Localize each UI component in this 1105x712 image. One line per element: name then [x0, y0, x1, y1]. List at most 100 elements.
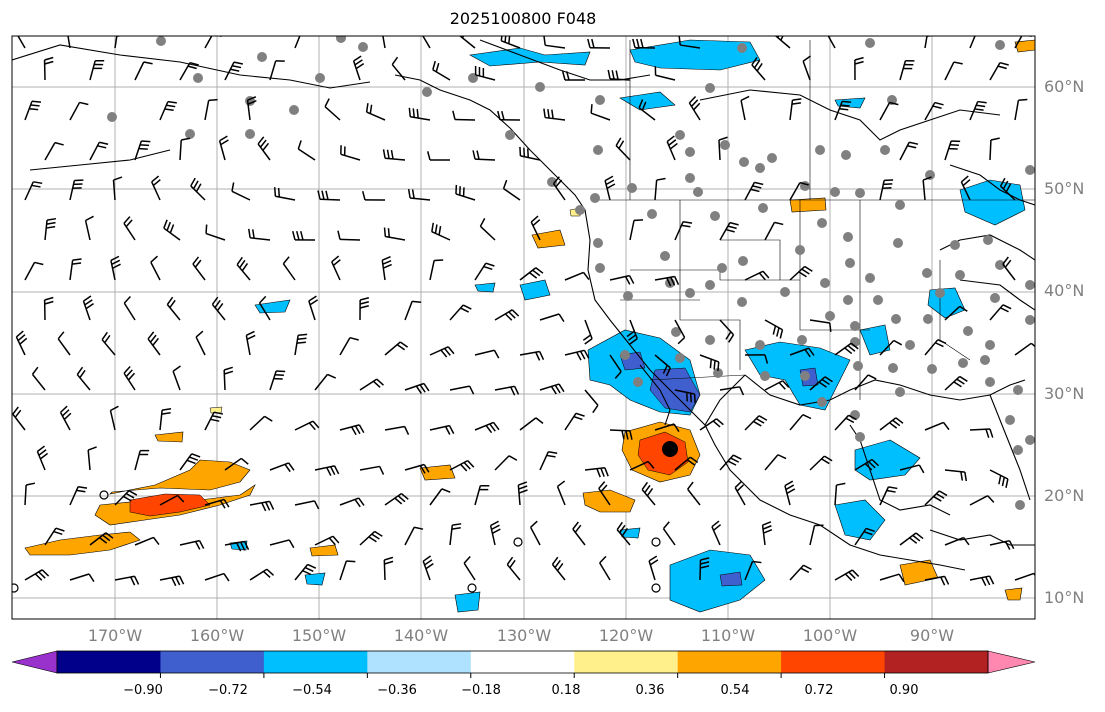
wind-barb	[564, 271, 590, 281]
wind-barb	[854, 56, 864, 81]
wind-barb	[339, 560, 356, 581]
obs-dot	[705, 280, 715, 290]
wind-barb	[879, 101, 899, 121]
colorbar-tick-label: −0.72	[208, 683, 248, 698]
colorbar-frame	[56, 650, 989, 674]
wind-barb	[879, 573, 905, 583]
colorbar-tick-label: 0.90	[889, 683, 919, 698]
obs-dot	[990, 293, 1000, 303]
wind-barb	[223, 366, 234, 391]
wind-barb	[331, 255, 341, 281]
wind-barb	[789, 98, 802, 121]
wind-barb	[282, 256, 296, 281]
obs-dot	[843, 232, 853, 242]
obs-dot	[705, 83, 715, 93]
obs-dot	[983, 235, 993, 245]
obs-dot	[671, 327, 681, 337]
wind-barb	[43, 296, 54, 321]
wind-barb	[744, 270, 770, 281]
lat-label-60: 60°N	[1044, 77, 1085, 96]
wind-barb	[922, 176, 932, 201]
wind-barb	[204, 36, 222, 49]
wind-barb	[879, 417, 904, 431]
wind-barb	[82, 295, 94, 321]
wind-barb	[382, 36, 386, 49]
wind-barb	[744, 560, 762, 581]
wind-barb	[674, 319, 686, 345]
wind-barb	[517, 481, 528, 506]
lon-label-130w: 130°W	[496, 626, 552, 645]
wind-barb	[384, 492, 409, 506]
wind-barb	[249, 415, 273, 431]
wind-barb	[479, 218, 496, 241]
obs-dot	[685, 173, 695, 183]
obs-dot	[713, 368, 723, 378]
wind-barb	[391, 56, 406, 81]
wind-barb	[249, 500, 275, 512]
wind-barb	[134, 140, 151, 161]
lon-label-170w: 170°W	[87, 626, 143, 645]
wind-barb	[969, 100, 987, 121]
wind-barb	[924, 338, 947, 356]
wind-barb	[17, 36, 26, 49]
obs-dot	[623, 291, 633, 301]
wind-barb	[584, 467, 609, 478]
obs-dot	[675, 130, 685, 140]
wind-barb	[552, 176, 566, 201]
wind-barb	[404, 526, 424, 546]
obs-dot	[685, 288, 695, 298]
wind-barb	[854, 458, 880, 471]
obs-dot	[995, 260, 1005, 270]
wind-barb	[744, 181, 764, 201]
wind-barb	[383, 556, 394, 581]
wind-barb	[422, 36, 431, 49]
obs-dot	[820, 278, 830, 288]
wind-barb	[474, 262, 495, 281]
wind-barb	[584, 389, 599, 414]
wind-barb	[294, 36, 301, 49]
colorbar-segment	[884, 651, 989, 673]
lon-label-100w: 100°W	[802, 626, 858, 645]
obs-dot	[950, 240, 960, 250]
obs-dot	[800, 371, 810, 381]
lat-label-40: 40°N	[1044, 281, 1085, 300]
wind-barb	[269, 539, 295, 549]
wind-barb	[231, 182, 251, 201]
wind-barb	[924, 490, 948, 506]
obs-dot	[855, 188, 865, 198]
wind-barb	[110, 255, 121, 281]
wind-barb	[340, 145, 361, 161]
wind-barb	[960, 175, 971, 201]
colorbar-tick-label: 0.36	[635, 683, 665, 698]
wind-barb	[224, 457, 249, 471]
wind-barb	[789, 347, 815, 358]
wind-barb	[494, 309, 520, 321]
wind-barb	[674, 220, 693, 241]
wind-barb	[163, 219, 181, 241]
wind-barb	[899, 59, 915, 81]
wind-barb	[249, 568, 275, 581]
wind-barb	[899, 464, 925, 474]
wind-barb	[879, 179, 894, 201]
wind-barb	[463, 556, 476, 581]
wind-barb	[969, 428, 994, 438]
wind-barb	[192, 256, 206, 281]
wind-barb	[449, 459, 475, 472]
wind-barb	[224, 61, 243, 81]
wind-barb	[809, 376, 833, 391]
map-panel	[12, 36, 1035, 619]
wind-barb	[599, 555, 611, 581]
wind-barb	[556, 480, 566, 506]
wind-barb	[744, 354, 769, 364]
obs-dot	[593, 145, 603, 155]
wind-barb	[248, 228, 271, 241]
wind-barb	[719, 386, 745, 396]
obs-dot	[1025, 280, 1035, 290]
wind-barb	[761, 521, 773, 546]
wind-barb	[273, 187, 296, 201]
wind-barb	[204, 98, 218, 121]
obs-dot	[705, 335, 715, 345]
wind-barb	[1014, 98, 1028, 121]
wind-barb	[359, 378, 384, 391]
colorbar-tick-label: −0.36	[377, 683, 417, 698]
